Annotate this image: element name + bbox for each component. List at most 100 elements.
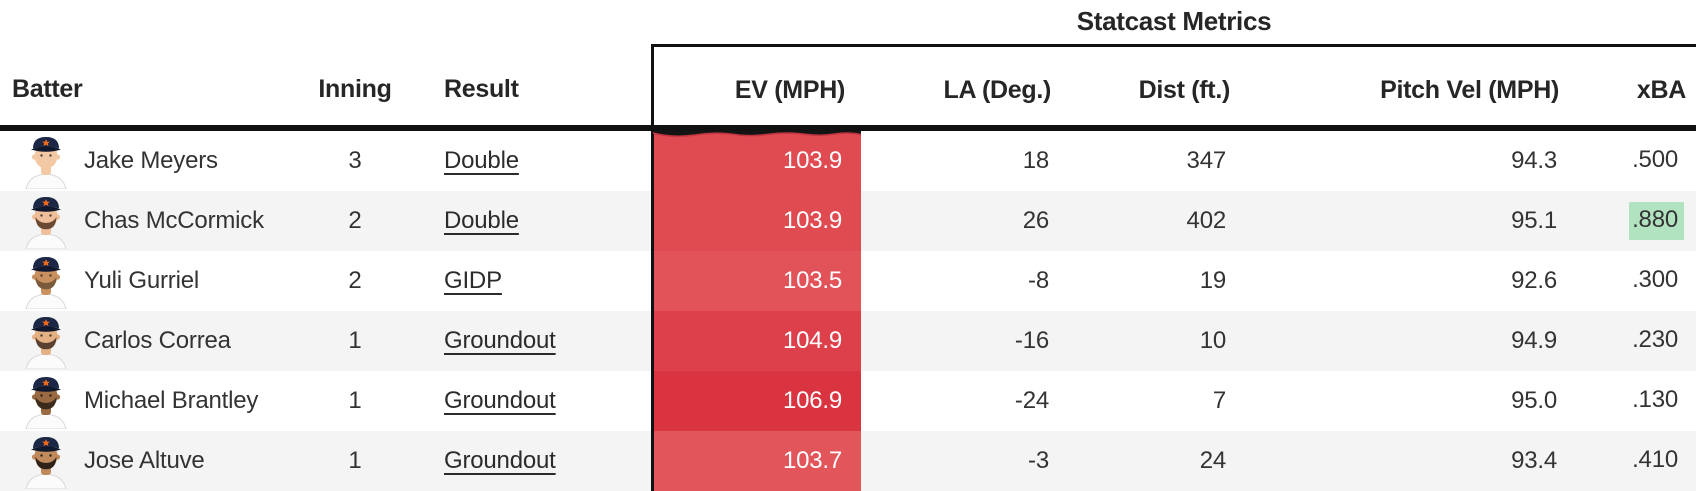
column-header-inning: Inning [290,45,420,131]
ev-cell: 106.9 [650,371,861,431]
player-headshot-avatar [25,137,67,189]
xba-value: .410 [1632,446,1678,473]
batter-cell: Jake Meyers [0,133,290,189]
ev-value: 104.9 [782,327,842,354]
dist-cell: 7 [1212,387,1226,414]
result-link[interactable]: Double [444,147,519,174]
result-link[interactable]: Double [444,207,519,234]
batter-name: Jake Meyers [84,147,218,174]
pitch-vel-cell: 92.6 [1511,267,1557,294]
batter-name: Michael Brantley [84,387,259,414]
inning-cell: 1 [290,311,420,371]
dist-cell: 402 [1065,191,1242,251]
dist-cell: 24 [1065,431,1242,491]
ev-value: 106.9 [782,387,842,414]
xba-value: .300 [1632,266,1678,293]
dist-cell: 10 [1065,311,1242,371]
inning-cell: 3 [348,147,362,174]
result-link[interactable]: Groundout [444,327,556,354]
xba-cell: .410 [1573,431,1696,491]
dist-cell: 19 [1199,267,1226,294]
batter-cell: Chas McCormick [0,193,290,249]
pitch-vel-cell: 94.3 [1511,147,1557,174]
table-row: Michael Brantley 1 Groundout 106.9 -24 7… [0,371,1696,431]
player-headshot-avatar [25,437,67,489]
ev-value: 103.9 [782,147,842,174]
ev-value: 103.9 [782,207,842,234]
inning-cell: 1 [290,431,420,491]
xba-value: .230 [1632,326,1678,353]
batter-cell: Carlos Correa [0,313,290,369]
player-headshot-avatar [25,257,67,309]
statcast-metrics-title: Statcast Metrics [1076,6,1272,36]
xba-value: .500 [1632,146,1678,173]
column-header-la: LA (Deg.) [861,44,1065,131]
astros-star-icon [42,139,50,147]
table-row: Carlos Correa 1 Groundout 104.9 -16 10 9… [0,311,1696,371]
beard [35,397,57,410]
beard [35,277,57,290]
heat-cell-wavy-edge [652,131,861,138]
ev-cell: 103.7 [650,431,861,491]
xba-value: .130 [1632,386,1678,413]
beard [35,457,57,470]
la-cell: -24 [1014,387,1049,414]
batter-name: Chas McCormick [84,207,264,234]
xba-cell: .300 [1573,251,1696,311]
column-header-result: Result [420,45,652,131]
inning-cell: 2 [290,191,420,251]
astros-star-icon [42,379,50,387]
result-link[interactable]: GIDP [444,267,502,294]
beard [35,337,57,350]
table-row: Jake Meyers 3 Double 103.9 18 347 94.3 [0,128,1696,191]
astros-star-icon [42,319,50,327]
la-cell: -3 [861,431,1065,491]
batter-cell: Jose Altuve [0,433,290,489]
player-headshot-avatar [25,197,67,249]
table-row: Chas McCormick 2 Double 103.9 26 402 95.… [0,191,1696,251]
dist-cell: 347 [1186,147,1227,174]
header-row: Batter Inning Result EV (MPH) LA (Deg.) … [0,44,1696,131]
batter-cell: Michael Brantley [0,373,290,429]
statcast-table: Batter Inning Result EV (MPH) LA (Deg.) … [0,44,1696,491]
pitch-vel-cell: 95.1 [1242,191,1573,251]
batter-name: Yuli Gurriel [84,267,199,294]
column-header-pitch-vel: Pitch Vel (MPH) [1242,44,1573,131]
pitch-vel-cell: 94.9 [1242,311,1573,371]
result-link[interactable]: Groundout [444,387,556,414]
column-header-xba: xBA [1573,44,1696,131]
batter-name: Jose Altuve [84,447,205,474]
astros-star-icon [42,199,50,207]
ev-cell: 103.5 [650,251,861,311]
astros-star-icon [42,259,50,267]
xba-cell: .500 [1573,128,1696,191]
ev-value: 103.5 [782,267,842,294]
la-cell: -8 [1028,267,1049,294]
pitch-vel-cell: 93.4 [1242,431,1573,491]
table-row: Yuli Gurriel 2 GIDP 103.5 -8 19 92.6 .30… [0,251,1696,311]
column-header-ev: EV (MPH) [650,44,861,131]
player-headshot-avatar [25,317,67,369]
xba-value: .880 [1629,202,1684,240]
pitch-vel-cell: 95.0 [1511,387,1557,414]
batter-cell: Yuli Gurriel [0,253,290,309]
table-row: Jose Altuve 1 Groundout 103.7 -3 24 93.4… [0,431,1696,491]
ev-cell: 103.9 [650,191,861,251]
astros-star-icon [42,439,50,447]
xba-cell: .230 [1573,311,1696,371]
xba-cell: .880 [1573,191,1696,251]
beard [35,217,57,230]
result-link[interactable]: Groundout [444,447,556,474]
la-cell: 26 [861,191,1065,251]
column-header-dist: Dist (ft.) [1065,44,1242,131]
ev-value: 103.7 [782,447,842,474]
inning-cell: 2 [348,267,362,294]
ev-cell: 104.9 [650,311,861,371]
inning-cell: 1 [348,387,362,414]
batter-name: Carlos Correa [84,327,231,354]
jersey [25,173,67,189]
ev-cell: 103.9 [650,128,861,191]
la-cell: 18 [1022,147,1049,174]
xba-cell: .130 [1573,371,1696,431]
